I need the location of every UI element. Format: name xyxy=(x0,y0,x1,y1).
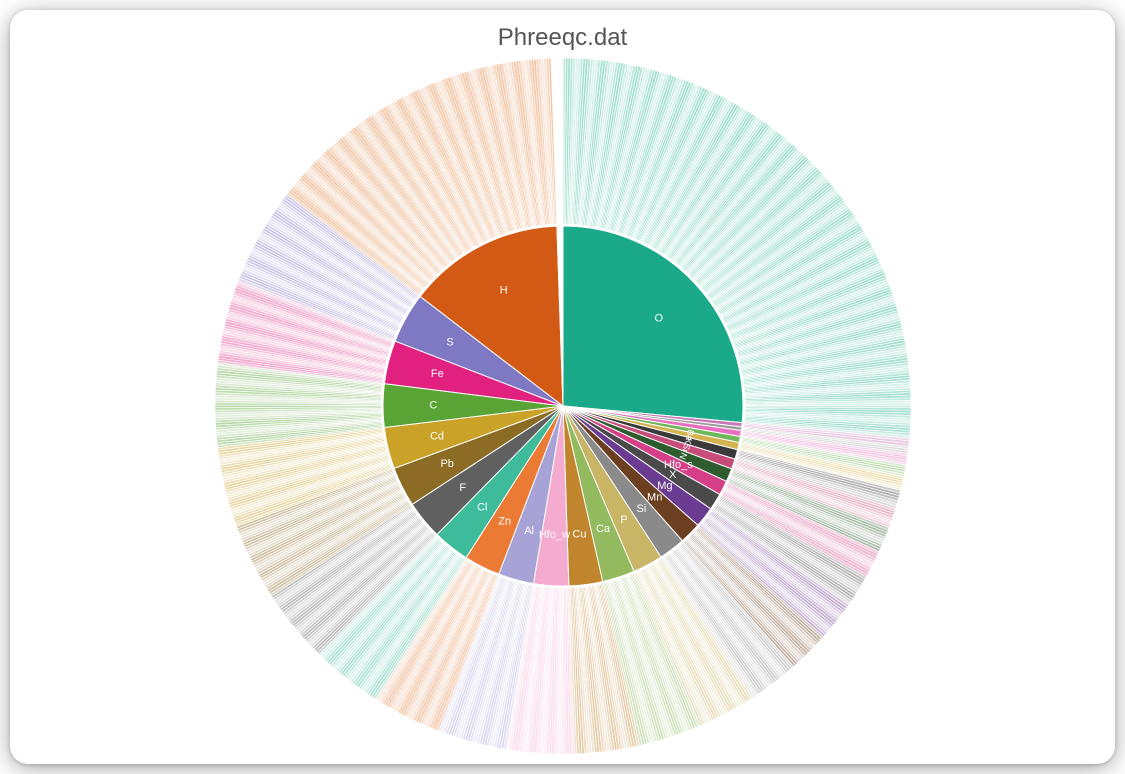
slice-label: Hfo_w xyxy=(538,529,569,541)
slice-label: Mg xyxy=(657,480,672,492)
slice-label: Pb xyxy=(440,458,453,470)
sunburst-chart: OBaKSrNHfo_sXMgMnSiPCaCuHfo_wAlZnClFPbCd… xyxy=(203,46,923,764)
slice-label: Zn xyxy=(498,516,511,528)
slice-label: Cu xyxy=(572,528,586,540)
slice-label: Ca xyxy=(595,523,610,535)
chart-card: Phreeqc.dat OBaKSrNHfo_sXMgMnSiPCaCuHfo_… xyxy=(10,10,1115,764)
slice-label: O xyxy=(654,313,663,325)
slice-label: H xyxy=(499,285,507,297)
slice-label: Cd xyxy=(429,430,443,442)
slice-label: F xyxy=(459,482,466,494)
slice-label: Cl xyxy=(477,501,487,513)
slice-label: Si xyxy=(636,503,646,515)
slice-label: Mn xyxy=(647,492,662,504)
slice-label: C xyxy=(429,400,437,412)
sunburst-svg: OBaKSrNHfo_sXMgMnSiPCaCuHfo_wAlZnClFPbCd… xyxy=(203,46,923,764)
slice-label: P xyxy=(620,514,627,526)
slice-label: S xyxy=(446,336,453,348)
slice-label: Al xyxy=(524,525,534,537)
slice-label: Fe xyxy=(430,368,443,380)
